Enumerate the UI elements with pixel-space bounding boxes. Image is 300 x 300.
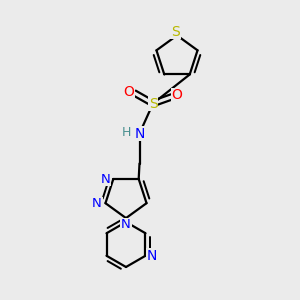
Text: N: N (92, 197, 102, 210)
Text: O: O (124, 85, 134, 98)
Text: S: S (148, 97, 158, 110)
Text: S: S (171, 25, 180, 39)
Text: N: N (121, 218, 131, 231)
Text: H: H (122, 125, 132, 139)
Text: N: N (101, 172, 111, 185)
Text: N: N (134, 127, 145, 140)
Text: N: N (147, 249, 157, 263)
Text: O: O (172, 88, 182, 102)
